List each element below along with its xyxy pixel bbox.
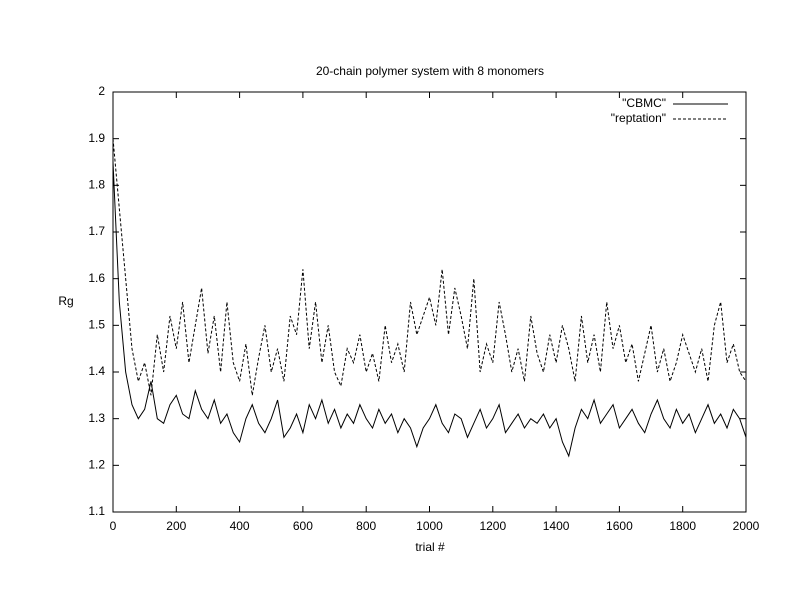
x-tick-label: 800 bbox=[356, 519, 376, 533]
chart-title: 20-chain polymer system with 8 monomers bbox=[316, 64, 544, 78]
y-tick-label: 1.2 bbox=[88, 458, 105, 472]
x-tick-label: 1400 bbox=[543, 519, 570, 533]
y-axis-label: Rg bbox=[58, 294, 73, 308]
y-tick-label: 1.4 bbox=[88, 364, 105, 378]
x-tick-label: 1600 bbox=[606, 519, 633, 533]
y-tick-label: 1.8 bbox=[88, 178, 105, 192]
legend-label: "CBMC" bbox=[622, 96, 666, 110]
x-tick-label: 600 bbox=[293, 519, 313, 533]
x-tick-label: 200 bbox=[166, 519, 186, 533]
data-line bbox=[112, 138, 747, 396]
y-tick-label: 1.5 bbox=[88, 318, 105, 332]
y-tick-label: 1.1 bbox=[88, 504, 105, 518]
x-tick-label: 1800 bbox=[669, 519, 696, 533]
x-tick-label: 1000 bbox=[416, 519, 443, 533]
y-tick-label: 1.3 bbox=[88, 411, 105, 425]
y-tick-label: 1.9 bbox=[88, 131, 105, 145]
x-axis-label: trial # bbox=[415, 540, 445, 554]
x-tick-label: 0 bbox=[110, 519, 117, 533]
x-tick-label: 400 bbox=[230, 519, 250, 533]
y-tick-label: 1.7 bbox=[88, 224, 105, 238]
plot-frame bbox=[112, 91, 747, 513]
data-line bbox=[112, 161, 747, 458]
y-tick-label: 1.6 bbox=[88, 271, 105, 285]
x-tick-label: 1200 bbox=[479, 519, 506, 533]
legend-label: "reptation" bbox=[611, 111, 666, 125]
y-tick-label: 2 bbox=[98, 84, 105, 98]
x-tick-label: 2000 bbox=[733, 519, 760, 533]
